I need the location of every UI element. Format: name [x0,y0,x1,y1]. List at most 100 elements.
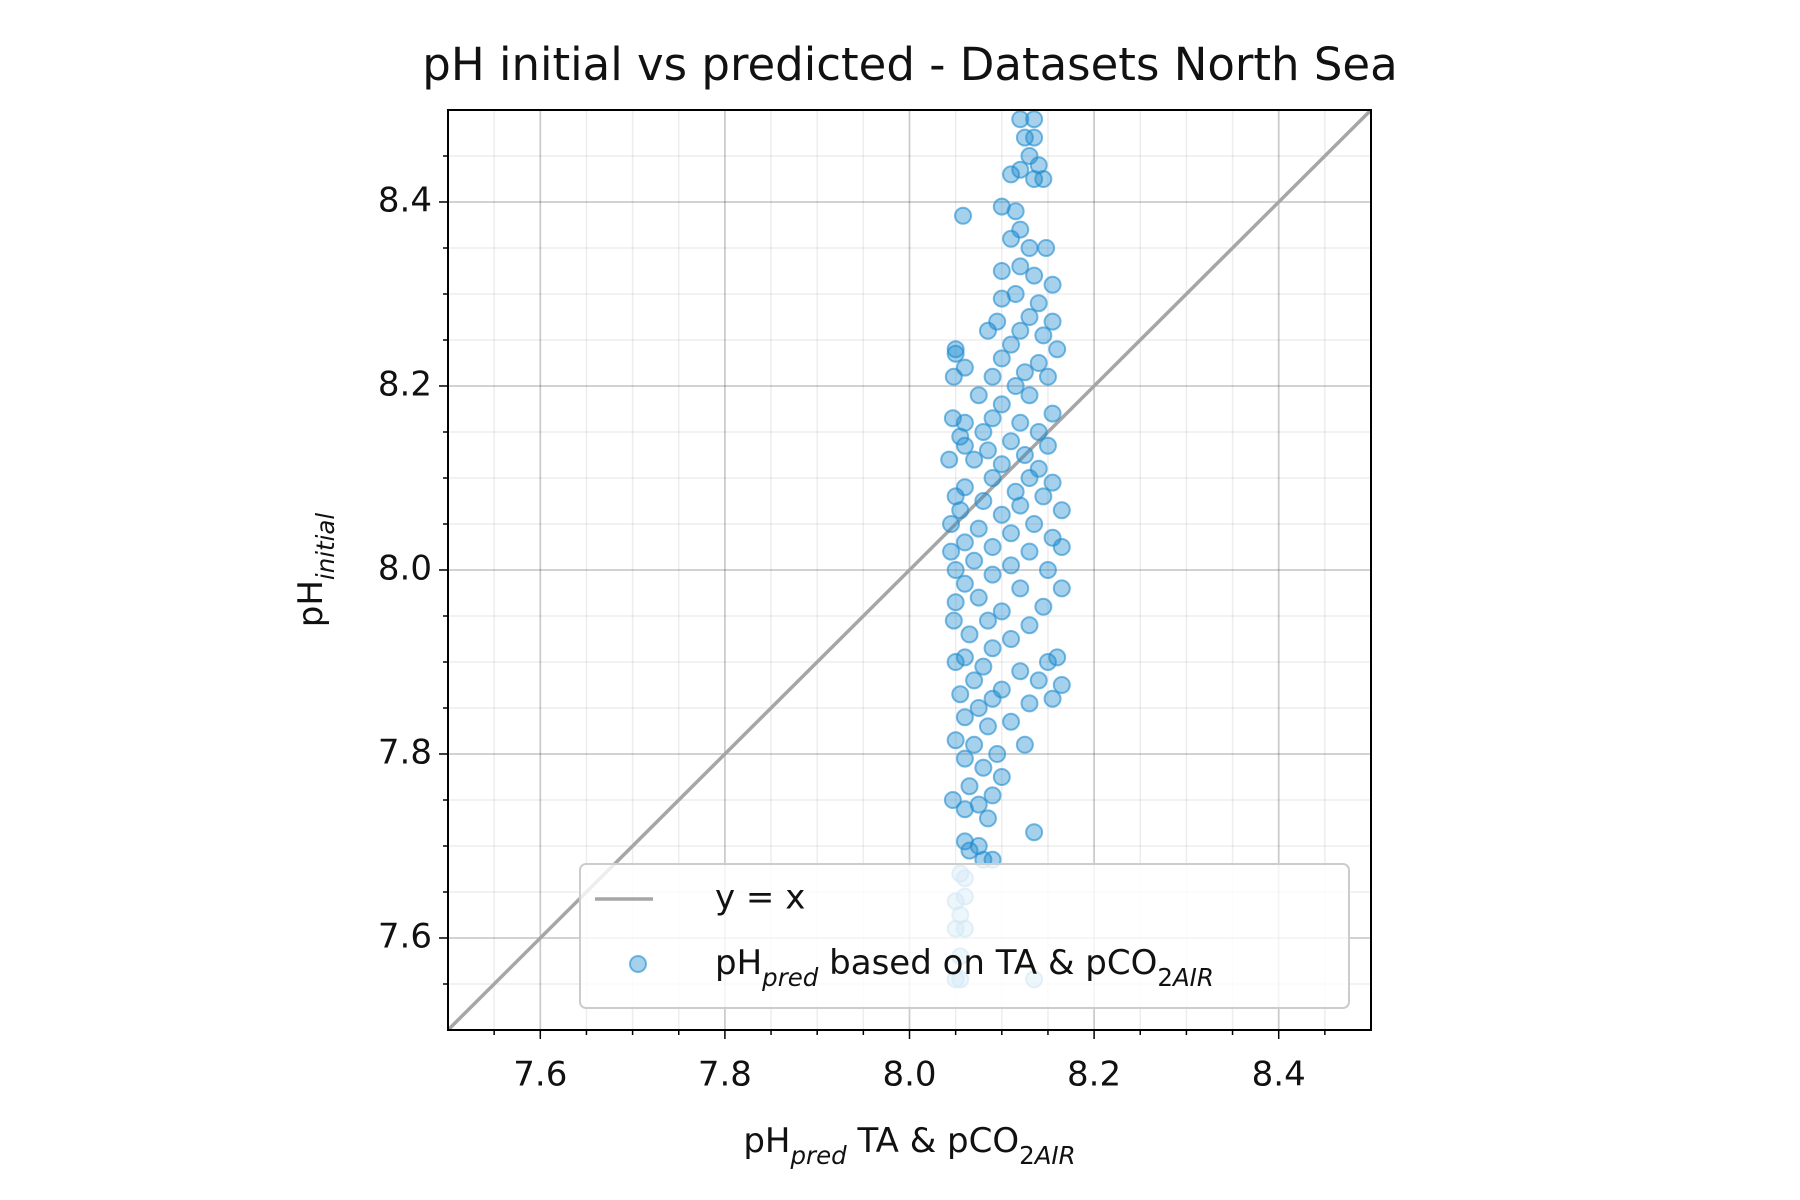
y-tick-label: 8.0 [378,549,432,589]
point [960,625,979,644]
point [965,735,984,754]
point [1048,340,1067,359]
point [992,455,1011,474]
point [992,289,1011,308]
point [942,542,961,561]
point [1034,326,1053,345]
point [965,450,984,469]
point [946,561,965,579]
point [1043,689,1062,708]
point [1002,630,1021,648]
point [943,791,962,809]
point [1020,239,1039,257]
point [1043,404,1062,423]
point [992,768,1011,786]
y-tick-label: 7.6 [378,917,432,957]
point [983,786,1002,805]
point [1011,321,1030,340]
label-part: TA & pCO [847,1121,1019,1161]
point [969,386,988,405]
plot-frame [447,109,1372,1031]
point [992,505,1011,524]
point [1002,432,1021,451]
label-part: based on TA & pCO [818,943,1157,983]
point [1043,473,1062,492]
point [1015,128,1034,147]
point [1052,579,1071,598]
point [1002,556,1021,575]
point [1002,712,1021,731]
point [1011,110,1030,129]
point [951,685,970,704]
x-tick-label: 7.6 [513,1055,567,1095]
label-part: initial [311,513,340,580]
point [983,538,1002,556]
point [1037,239,1056,257]
label-part: pred [761,963,819,992]
point [1011,662,1030,681]
point [978,809,997,828]
point [1020,616,1039,635]
legend-box [579,863,1350,1009]
legend-label: y = x [715,878,805,918]
point [1020,308,1039,326]
point [965,671,984,690]
point [983,409,1002,428]
point [969,588,988,607]
label-part: AIR [1171,963,1214,992]
point [1020,694,1039,713]
point [954,206,973,225]
point [1002,335,1021,354]
point [1025,110,1044,129]
point [992,262,1011,280]
point [969,699,988,717]
label-part: AIR [1033,1141,1076,1170]
point [1011,257,1030,276]
point [992,602,1011,621]
point [1052,501,1071,520]
label-part: 2 [1157,963,1173,992]
point [983,565,1002,584]
y-tick-label: 8.4 [378,181,432,221]
point [1002,524,1021,543]
label-part: 2 [1019,1141,1035,1170]
chart-title: pH initial vs predicted - Datasets North… [422,38,1397,91]
point [978,717,997,736]
x-axis-label: pHpred TA & pCO2AIR [743,1121,1075,1170]
point [1025,823,1044,842]
point [1025,170,1044,188]
point [965,551,984,570]
point [1029,294,1048,313]
point [1038,561,1057,579]
point [983,469,1002,487]
point [946,731,965,750]
point [1002,229,1021,248]
point [1006,202,1025,221]
point [1043,312,1062,331]
point [1011,160,1030,179]
label-part: pH [715,943,762,983]
point [1002,165,1021,184]
point [1020,542,1039,561]
point [960,841,979,860]
point [955,708,974,727]
point [1025,128,1044,147]
point [983,639,1002,658]
point [969,519,988,538]
y-axis-label: pHinitial [291,513,340,628]
point [951,427,970,446]
point [955,436,974,455]
point [992,395,1011,414]
point [1011,579,1030,598]
point [1015,363,1034,382]
point [1038,367,1057,386]
point [1034,487,1053,506]
point [1006,377,1025,395]
y-tick-label: 7.8 [378,733,432,773]
point [978,611,997,630]
point [1011,413,1030,432]
point [951,501,970,520]
point [955,648,974,667]
point [983,689,1002,708]
point [1020,386,1039,405]
